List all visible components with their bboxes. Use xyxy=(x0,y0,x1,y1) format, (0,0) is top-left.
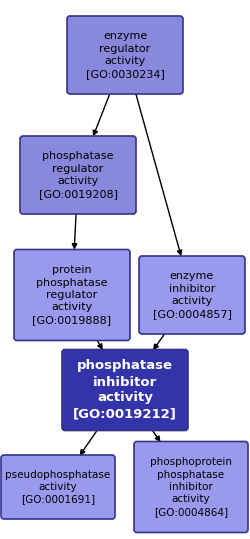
Text: protein
phosphatase
regulator
activity
[GO:0019888]: protein phosphatase regulator activity [… xyxy=(32,265,112,325)
FancyBboxPatch shape xyxy=(62,349,188,431)
FancyBboxPatch shape xyxy=(1,455,115,519)
Text: phosphoprotein
phosphatase
inhibitor
activity
[GO:0004864]: phosphoprotein phosphatase inhibitor act… xyxy=(150,457,232,517)
Text: phosphatase
inhibitor
activity
[GO:0019212]: phosphatase inhibitor activity [GO:00192… xyxy=(73,360,177,420)
FancyBboxPatch shape xyxy=(14,250,130,341)
FancyBboxPatch shape xyxy=(20,136,136,214)
FancyBboxPatch shape xyxy=(67,16,183,94)
Text: enzyme
inhibitor
activity
[GO:0004857]: enzyme inhibitor activity [GO:0004857] xyxy=(152,272,232,319)
FancyBboxPatch shape xyxy=(134,441,248,533)
Text: pseudophosphatase
activity
[GO:0001691]: pseudophosphatase activity [GO:0001691] xyxy=(6,469,110,505)
FancyBboxPatch shape xyxy=(139,256,245,334)
Text: phosphatase
regulator
activity
[GO:0019208]: phosphatase regulator activity [GO:00192… xyxy=(38,151,117,198)
Text: enzyme
regulator
activity
[GO:0030234]: enzyme regulator activity [GO:0030234] xyxy=(86,31,164,79)
